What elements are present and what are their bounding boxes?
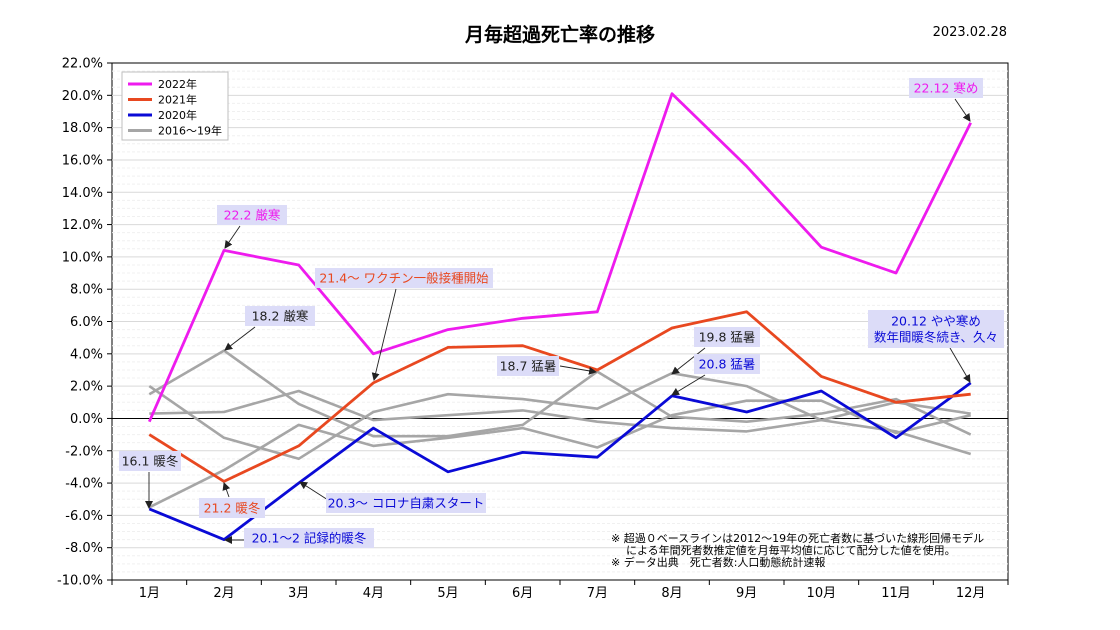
- x-tick-label: 7月: [587, 586, 608, 601]
- annotation-arrow: [224, 225, 241, 249]
- annotation-text: 20.12 やや寒め: [891, 314, 981, 329]
- annotation: 21.4〜 ワクチン一般接種開始: [315, 268, 493, 381]
- x-tick-label: 9月: [736, 586, 757, 601]
- legend-label: 2020年: [158, 108, 197, 122]
- annotation-box: [909, 78, 983, 98]
- annotation-arrow: [224, 326, 256, 351]
- gridlines: [112, 70, 1008, 573]
- annotation-text: 18.2 厳寒: [252, 309, 309, 324]
- y-tick-label: 10.0%: [62, 250, 103, 265]
- annotation-box: [315, 268, 493, 288]
- x-tick-label: 10月: [807, 586, 837, 601]
- x-tick-label: 11月: [881, 586, 911, 601]
- annotation-text: 16.1 暖冬: [122, 454, 179, 469]
- footnote-line: ※ データ出典 死亡者数:人口動態統計速報: [611, 555, 825, 569]
- y-tick-label: 16.0%: [62, 153, 103, 168]
- annotation-arrow: [671, 347, 706, 375]
- annotation-arrow: [299, 481, 329, 501]
- footnote-line: による年間死者数推定値を月毎平均値に応じて配分した値を使用。: [626, 543, 956, 557]
- x-tick-label: 1月: [139, 586, 160, 601]
- annotation-box: [244, 528, 374, 548]
- annotation-box: [119, 451, 181, 471]
- annotation-box: [199, 498, 265, 518]
- axes: -10.0% -8.0% -6.0% -4.0% -2.0% 0.0% 2.0% 4.0% 6.…: [57, 57, 1009, 601]
- annotation: 20.1〜2 記録的暖冬: [224, 528, 374, 548]
- annotation: 21.2 暖冬: [199, 482, 265, 518]
- chart-date: 2023.02.28: [933, 25, 1007, 40]
- series-line-2: [149, 389, 971, 433]
- x-tick-label: 5月: [437, 586, 458, 601]
- y-tick-label: -4.0%: [65, 477, 103, 492]
- annotation-arrow: [559, 365, 597, 375]
- series-line-5: [148, 310, 971, 483]
- y-tick-label: 4.0%: [70, 347, 103, 362]
- y-tick-label: 2.0%: [70, 380, 103, 395]
- series-line-3: [148, 399, 972, 509]
- annotation-text: 21.2 暖冬: [204, 501, 261, 516]
- annotation-arrow: [954, 98, 971, 122]
- annotation-text: 20.1〜2 記録的暖冬: [252, 531, 367, 546]
- annotation: 19.8 猛暑: [671, 327, 760, 375]
- footnote-line: ※ 超過０ベースラインは2012〜19年の死亡者数に基づいた線形回帰モデル: [611, 531, 984, 545]
- y-tick-label: 18.0%: [62, 121, 103, 136]
- series-line-4: [148, 381, 972, 541]
- footnotes: ※ 超過０ベースラインは2012〜19年の死亡者数に基づいた線形回帰モデルによる…: [611, 531, 984, 569]
- y-tick-label: 6.0%: [70, 315, 103, 330]
- annotation-arrow: [222, 482, 231, 498]
- x-tick-label: 8月: [661, 586, 682, 601]
- legend-label: 2016〜19年: [158, 124, 222, 138]
- annotation: 22.2 厳寒: [217, 205, 287, 249]
- y-tick-label: -6.0%: [65, 509, 103, 524]
- annotation: 20.8 猛暑: [671, 354, 760, 396]
- annotation-arrow: [371, 288, 397, 381]
- y-tick-label: -2.0%: [65, 444, 103, 459]
- annotation-box: [694, 354, 760, 374]
- annotation: 20.3〜 コロナ自粛スタート: [299, 481, 486, 513]
- y-tick-label: -10.0%: [57, 574, 103, 589]
- annotation-arrow: [949, 347, 971, 383]
- annotation-text: 22.2 厳寒: [224, 208, 281, 223]
- x-tick-label: 6月: [512, 586, 533, 601]
- x-tick-label: 3月: [288, 586, 309, 601]
- series-line-6: [148, 92, 972, 423]
- annotation-arrow: [671, 374, 706, 396]
- legend-label: 2021年: [158, 93, 197, 107]
- y-tick-label: 20.0%: [62, 89, 103, 104]
- series-line-0: [148, 371, 972, 461]
- y-tick-label: -8.0%: [65, 541, 103, 556]
- annotation-box: [694, 327, 760, 347]
- x-tick-label: 2月: [213, 586, 234, 601]
- y-tick-label: 8.0%: [70, 283, 103, 298]
- annotation-text: 数年間暖冬続き、久々: [874, 330, 998, 345]
- y-tick-label: 12.0%: [62, 218, 103, 233]
- series-lines: [148, 92, 972, 541]
- annotation: 22.12 寒め: [909, 78, 983, 122]
- legend-label: 2022年: [158, 77, 197, 91]
- annotation-box: [217, 205, 287, 225]
- annotation: 18.7 猛暑: [497, 356, 597, 376]
- annotation-text: 21.4〜 ワクチン一般接種開始: [319, 271, 489, 286]
- annotation-box: [868, 310, 1004, 348]
- annotation-text: 20.8 猛暑: [699, 357, 756, 372]
- x-tick-label: 4月: [363, 586, 384, 601]
- y-tick-label: 14.0%: [62, 186, 103, 201]
- annotation-box: [326, 493, 486, 513]
- annotation: 16.1 暖冬: [119, 451, 181, 509]
- annotation-text: 19.8 猛暑: [699, 330, 756, 345]
- annotation: 18.2 厳寒: [224, 306, 315, 351]
- x-tick-label: 12月: [956, 586, 986, 601]
- annotation-box: [497, 356, 559, 376]
- chart-title: 月毎超過死亡率の推移: [464, 23, 655, 46]
- annotation-text: 22.12 寒め: [914, 81, 979, 96]
- y-tick-label: 22.0%: [62, 57, 103, 72]
- annotations: 22.2 厳寒 22.12 寒め 21.4〜 ワクチン一般接種開始 21.2 暖冬 18…: [119, 78, 1004, 548]
- y-tick-label: 0.0%: [70, 412, 103, 427]
- annotation-text: 20.3〜 コロナ自粛スタート: [328, 496, 485, 511]
- annotation-box: [245, 306, 315, 326]
- annotation-text: 18.7 猛暑: [500, 359, 557, 374]
